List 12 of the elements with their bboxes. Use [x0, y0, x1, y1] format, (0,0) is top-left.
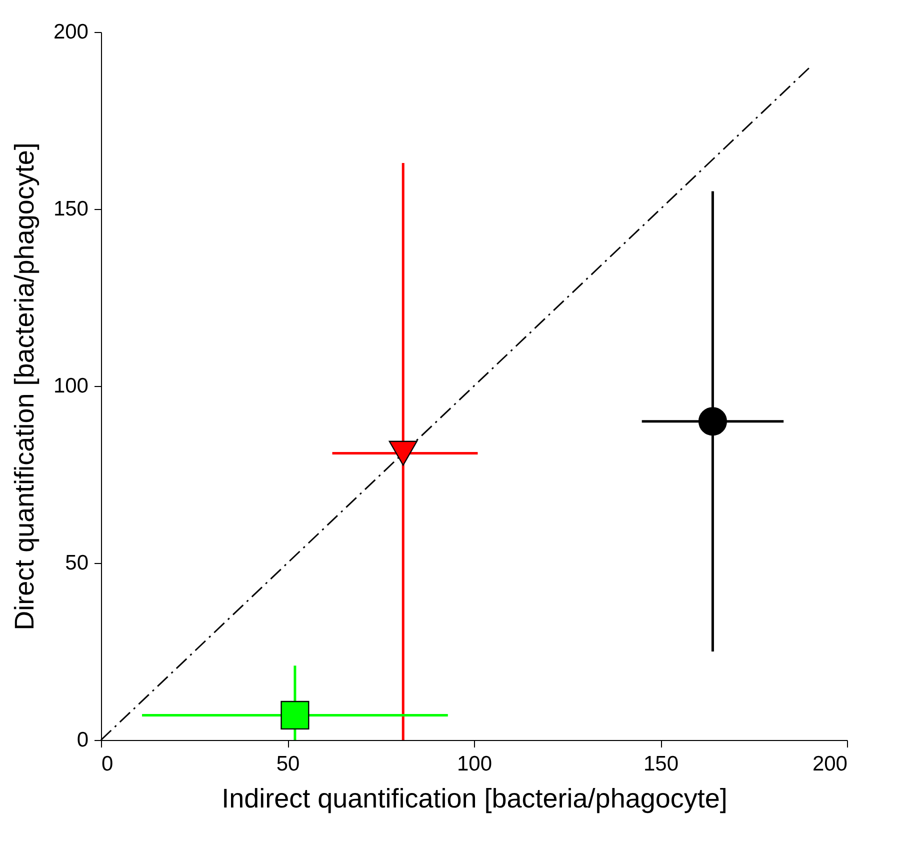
- y-tick-label: 200: [53, 20, 88, 44]
- x-tick-label: 50: [276, 752, 300, 776]
- y-tick-label: 150: [53, 198, 88, 220]
- y-tick-label: 0: [76, 728, 88, 752]
- y-tick-label: 100: [53, 374, 88, 398]
- x-tick-label: 100: [456, 752, 492, 776]
- y-axis-title: Direct quantification [bacteria/phagocyte]: [9, 142, 40, 630]
- x-tick-label: 150: [643, 752, 679, 776]
- x-tick-label: 0: [102, 752, 114, 776]
- y-tick-label: 50: [65, 552, 88, 574]
- x-tick-label: 200: [812, 752, 848, 776]
- x-axis-title: Indirect quantification [bacteria/phagocyte]: [222, 784, 728, 814]
